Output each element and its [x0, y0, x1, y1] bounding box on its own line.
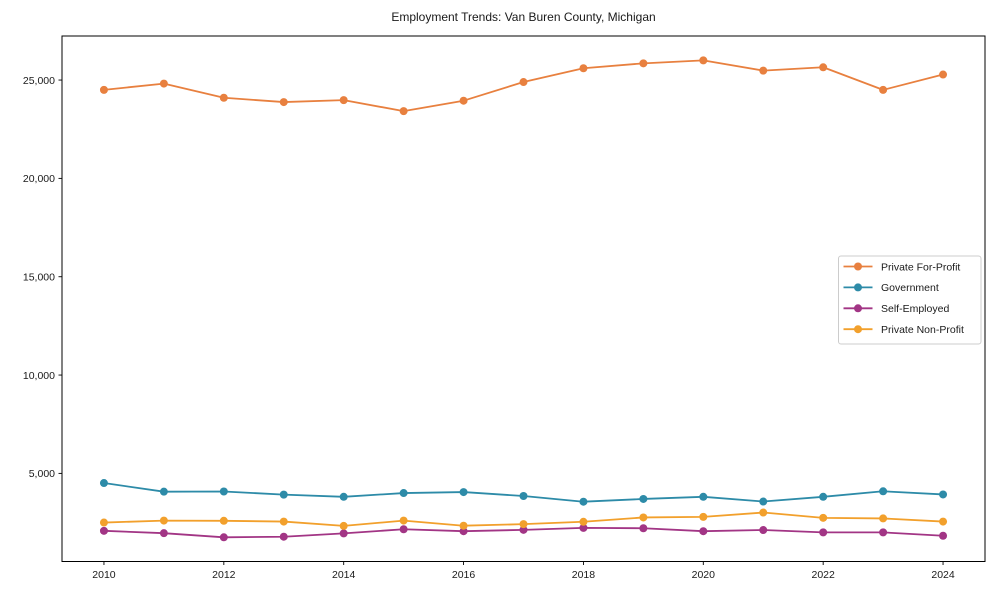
legend-marker-government	[854, 283, 862, 292]
axes-spines	[61, 35, 986, 562]
data-point-private-for-profit-2010	[99, 85, 108, 94]
x-tick-label: 2016	[452, 569, 476, 581]
legend-box	[838, 255, 982, 345]
data-point-private-for-profit-2011	[159, 79, 168, 88]
x-tick-label: 2018	[572, 569, 596, 581]
data-point-private-for-profit-2015	[399, 107, 408, 116]
data-point-private-non-profit-2022	[819, 513, 828, 522]
legend-label-private-non-profit: Private Non-Profit	[881, 324, 964, 336]
legend-label-private-for-profit: Private For-Profit	[881, 261, 960, 273]
data-point-private-for-profit-2017	[519, 78, 528, 87]
data-point-self-employed-2017	[519, 525, 528, 534]
plot-area: 5,000 10,000 15,000 20,000 25,000 2010 2012 201…	[23, 35, 986, 581]
data-point-self-employed-2014	[339, 529, 348, 538]
data-point-self-employed-2010	[99, 526, 108, 535]
data-point-private-for-profit-2021	[759, 66, 768, 75]
data-point-self-employed-2015	[399, 525, 408, 534]
data-point-self-employed-2013	[279, 532, 288, 541]
y-tick-label: 25,000	[23, 75, 55, 87]
data-point-self-employed-2019	[639, 524, 648, 533]
data-point-private-for-profit-2013	[279, 98, 288, 107]
x-tick-label: 2014	[332, 569, 356, 581]
y-tick-label: 5,000	[29, 468, 55, 480]
data-point-government-2011	[159, 487, 168, 496]
data-point-private-non-profit-2016	[459, 521, 468, 530]
data-point-self-employed-2012	[219, 533, 228, 542]
data-point-government-2017	[519, 492, 528, 501]
data-point-private-non-profit-2019	[639, 513, 648, 522]
data-point-private-non-profit-2012	[219, 516, 228, 525]
data-point-private-non-profit-2014	[339, 521, 348, 530]
data-point-private-for-profit-2012	[219, 93, 228, 102]
data-point-government-2012	[219, 487, 228, 496]
data-point-self-employed-2016	[459, 527, 468, 536]
x-tick-label: 2012	[212, 569, 236, 581]
data-point-self-employed-2018	[579, 523, 588, 532]
data-point-private-for-profit-2020	[699, 56, 708, 65]
data-point-government-2015	[399, 489, 408, 498]
data-point-self-employed-2011	[159, 529, 168, 538]
x-tick-label: 2020	[692, 569, 716, 581]
data-point-self-employed-2022	[819, 528, 828, 537]
chart-title: Employment Trends: Van Buren County, Mic…	[391, 10, 655, 24]
data-point-private-for-profit-2023	[879, 85, 888, 94]
data-point-private-for-profit-2014	[339, 96, 348, 105]
data-point-government-2014	[339, 492, 348, 501]
data-point-private-non-profit-2015	[399, 516, 408, 525]
data-point-self-employed-2020	[699, 527, 708, 536]
data-point-government-2022	[819, 492, 828, 501]
legend-marker-private-non-profit	[854, 325, 862, 334]
data-point-private-for-profit-2016	[459, 96, 468, 105]
data-point-government-2018	[579, 497, 588, 506]
data-point-government-2013	[279, 490, 288, 499]
data-point-private-non-profit-2021	[759, 508, 768, 517]
y-tick-label: 15,000	[23, 272, 55, 284]
data-point-self-employed-2021	[759, 526, 768, 535]
y-tick-label: 10,000	[23, 370, 55, 382]
data-point-government-2021	[759, 497, 768, 506]
data-point-government-2010	[99, 479, 108, 488]
data-point-private-for-profit-2024	[939, 70, 948, 79]
data-point-private-non-profit-2020	[699, 512, 708, 521]
data-point-private-non-profit-2017	[519, 520, 528, 529]
data-point-private-non-profit-2013	[279, 517, 288, 526]
data-point-government-2016	[459, 488, 468, 497]
data-point-government-2020	[699, 492, 708, 501]
data-point-private-non-profit-2018	[579, 517, 588, 526]
data-point-government-2024	[939, 490, 948, 499]
x-tick-label: 2024	[931, 569, 955, 581]
x-tick-label: 2010	[92, 569, 116, 581]
legend-marker-self-employed	[854, 304, 862, 313]
data-point-private-non-profit-2010	[99, 518, 108, 527]
data-point-private-for-profit-2022	[819, 63, 828, 72]
x-tick-label: 2022	[811, 569, 835, 581]
data-point-private-non-profit-2024	[939, 517, 948, 526]
data-point-private-non-profit-2023	[879, 514, 888, 523]
legend-label-government: Government	[881, 282, 939, 294]
data-point-private-for-profit-2019	[639, 59, 648, 68]
data-point-self-employed-2024	[939, 531, 948, 540]
data-point-government-2019	[639, 494, 648, 503]
legend-marker-private-for-profit	[854, 262, 862, 271]
data-point-private-for-profit-2018	[579, 64, 588, 73]
y-tick-label: 20,000	[23, 173, 55, 185]
data-point-private-non-profit-2011	[159, 516, 168, 525]
data-point-government-2023	[879, 487, 888, 496]
legend-label-self-employed: Self-Employed	[881, 303, 949, 315]
data-point-self-employed-2023	[879, 528, 888, 537]
